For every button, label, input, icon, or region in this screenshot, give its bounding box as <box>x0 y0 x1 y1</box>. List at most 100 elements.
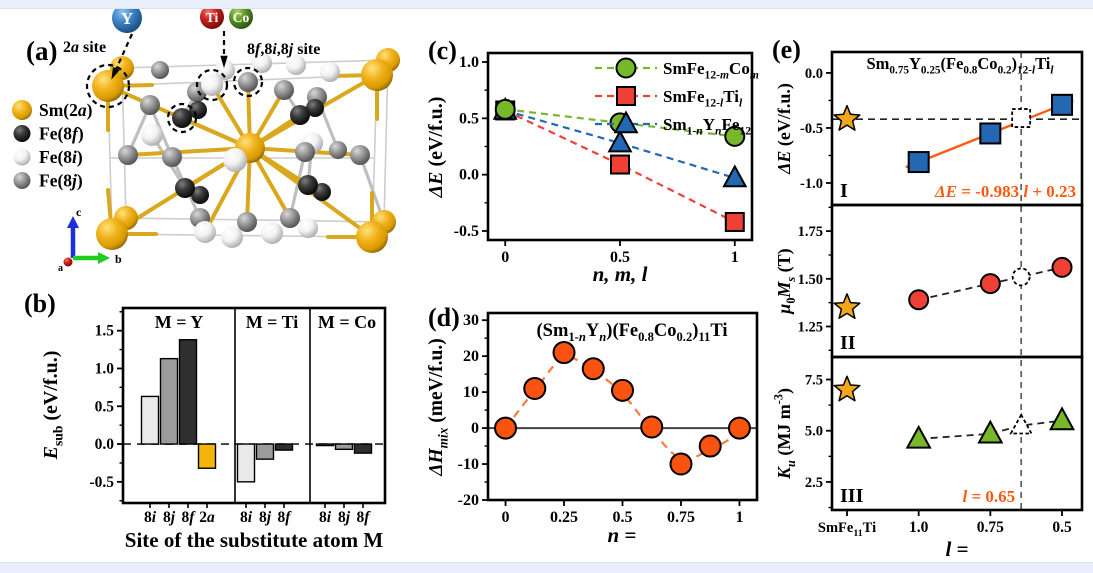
fe8f-atom <box>189 101 207 119</box>
bar-M=Co-2 <box>353 443 373 454</box>
bar-M=Y-1 <box>159 357 179 445</box>
data-point-III <box>1049 406 1075 431</box>
site-highlight-circle <box>166 102 198 134</box>
data-point-orange <box>581 357 605 381</box>
y-tick-label: -0.5 <box>800 121 823 137</box>
connector-line <box>918 419 1063 440</box>
y-axis-label: ΔE (eV/f.u.) <box>425 97 447 199</box>
bar-M=Co-1 <box>334 443 354 451</box>
y-tick-label: 5.0 <box>805 424 823 440</box>
data-point-orange <box>552 341 576 365</box>
y-axis-label: Esub (eV/f.u.) <box>40 351 65 461</box>
chart-title: (Sm1-nYn)(Fe0.8Co0.2)11Ti <box>537 321 728 344</box>
reference-star-II <box>833 293 861 320</box>
x-tick-label: 8j <box>259 509 272 526</box>
y-axis-label-III: Ku (MJ m-3) <box>771 388 797 480</box>
bar-M=Ti-0 <box>236 443 256 483</box>
x-tick-label: 8j <box>338 509 351 526</box>
y-tick-label: 2.5 <box>805 475 823 491</box>
x-tick-label: 0.5 <box>1052 519 1072 536</box>
data-point-orange <box>494 416 518 440</box>
dopant-label-co: Co <box>233 10 250 25</box>
site-label-2a: 2a site <box>63 39 106 56</box>
trend-line-green <box>505 108 735 138</box>
y-tick-label: 0.5 <box>459 110 479 127</box>
x-tick-label: 0.5 <box>613 509 633 526</box>
reference-star-III <box>833 375 861 402</box>
predicted-point-II <box>1011 267 1031 287</box>
legend-marker-2 <box>13 148 31 166</box>
y-tick-label: 1.75 <box>798 224 823 240</box>
fe8j-atom <box>238 72 258 92</box>
plot-frame <box>486 51 754 242</box>
y-tick-label: -0.5 <box>89 474 114 491</box>
fe8i-atom <box>141 124 163 146</box>
legend-label-1: SmFe12-lTil <box>663 87 743 110</box>
y-axis-label-I: ΔE (eV/f.u.) <box>774 83 795 175</box>
bar-M=Co-0 <box>315 443 335 447</box>
trend-line-blue <box>504 109 736 180</box>
fe8i-atom <box>194 221 216 243</box>
y-tick-label: 0.0 <box>805 66 823 82</box>
x-tick-label: 8i <box>240 509 253 526</box>
data-point-orange <box>669 452 693 476</box>
legend-marker-0 <box>615 57 637 79</box>
arrow-head <box>111 67 120 80</box>
x-tick-label: 1.0 <box>909 519 929 536</box>
fit-curve <box>504 356 741 461</box>
x-tick-label: 0.5 <box>610 249 630 266</box>
reference-star-I <box>833 104 861 131</box>
fe8i-atom <box>201 74 223 96</box>
chart-title: Sm0.75Y0.25(Fe0.8Co0.2)12-lTil <box>867 54 1055 76</box>
bar-M=Y-0 <box>140 395 160 445</box>
subpanel-tag-I: I <box>840 180 848 202</box>
x-tick-label: SmFe11Ti <box>818 520 876 539</box>
x-tick-label: 8i <box>144 509 157 526</box>
x-axis-label: Site of the substitute atom M <box>125 528 384 552</box>
legend-label-0: Sm(2a) <box>39 100 93 120</box>
sm-atom <box>361 59 393 91</box>
fe8f-atom <box>290 105 310 125</box>
legend-marker-1 <box>13 125 31 142</box>
data-point-red <box>610 154 630 175</box>
x-tick-label: 8f <box>278 509 293 526</box>
site-highlight-circle <box>232 66 264 98</box>
x-axis-label: n, m, l <box>593 262 648 286</box>
fe8i-atom <box>215 60 235 80</box>
site-label-8: 8f,8i,8j site <box>247 41 320 58</box>
data-point-orange <box>523 377 547 401</box>
sm-bond <box>126 146 252 157</box>
y-tick-label: 1.0 <box>95 360 115 377</box>
y-axis-label: ΔHmix (meV/f.u.) <box>426 338 450 476</box>
panel-label-b: (b) <box>24 289 56 318</box>
x-tick-label: 8f <box>182 509 197 526</box>
data-point-blue <box>722 164 748 188</box>
fe8f-atom <box>298 175 318 195</box>
fe8f-atom <box>172 108 192 128</box>
bar-M=Y-2 <box>178 339 198 445</box>
plot-area <box>832 205 1082 357</box>
fe8i-atom <box>261 222 283 244</box>
x-tick-label: 8j <box>163 509 176 526</box>
annotation-III: l = 0.65 <box>962 487 1015 506</box>
fe8i-atom <box>252 53 272 73</box>
plot-frame <box>486 311 759 502</box>
x-tick-label: 8i <box>319 509 332 526</box>
data-point-III <box>905 424 932 449</box>
data-point-red <box>724 211 745 232</box>
axis-label-c: c <box>76 205 82 219</box>
panel-label-e: (e) <box>772 35 801 64</box>
y-tick-label: 1.0 <box>459 54 479 71</box>
y-tick-label: 1.5 <box>95 323 115 340</box>
fe8f-atom <box>306 99 324 117</box>
x-tick-label: 0 <box>501 249 509 266</box>
data-point-orange <box>611 378 634 402</box>
x-tick-label: 0 <box>502 509 510 526</box>
data-point-orange <box>640 415 664 439</box>
dopant-label-y: Y <box>121 9 133 28</box>
legend-label-1: Fe(8f) <box>39 124 84 144</box>
bar-M=Ti-1 <box>255 443 275 460</box>
x-axis-label: l = <box>945 537 968 561</box>
dopant-label-ti: Ti <box>206 10 219 25</box>
dopant-ball-ti <box>200 5 224 29</box>
